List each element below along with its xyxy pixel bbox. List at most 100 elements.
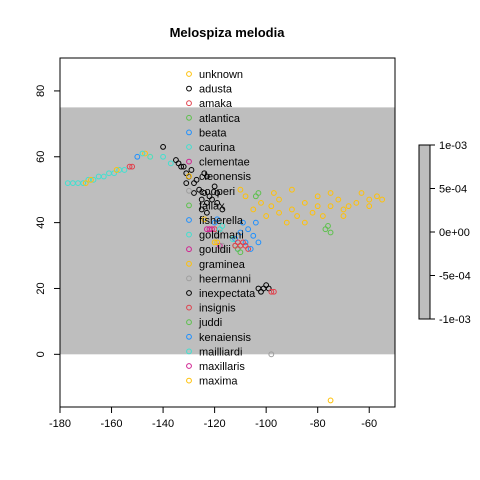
colorbar-tick-label: 5e-04 bbox=[439, 184, 467, 196]
data-point bbox=[250, 232, 257, 239]
data-point bbox=[209, 226, 215, 233]
data-point bbox=[289, 186, 295, 193]
colorbar-tick-label: -1e-03 bbox=[439, 314, 471, 326]
data-point bbox=[121, 167, 128, 173]
data-point bbox=[209, 196, 215, 203]
data-point bbox=[237, 186, 244, 193]
legend-marker bbox=[186, 231, 192, 238]
data-point bbox=[255, 190, 262, 196]
legend-marker bbox=[186, 114, 192, 121]
colorbar-ticks: 1e-03 5e-04 0e+00 -5e-04 -1e-03 bbox=[430, 140, 471, 326]
data-point bbox=[327, 203, 334, 210]
plot-area: unknown adusta amaka atlantica beata caurina c… bbox=[59, 57, 396, 408]
data-point bbox=[201, 216, 208, 223]
y-tick-label: 60 bbox=[35, 151, 47, 163]
colorbar-box bbox=[418, 144, 431, 320]
x-tick-label: -80 bbox=[310, 418, 326, 430]
y-axis: 0 20 40 60 80 bbox=[35, 85, 61, 357]
data-point bbox=[142, 150, 148, 157]
legend-label: cleonensis bbox=[199, 171, 251, 183]
data-point bbox=[263, 213, 270, 219]
data-point bbox=[206, 226, 213, 233]
y-tick-label: 80 bbox=[35, 85, 47, 97]
legend-label: atlantica bbox=[199, 113, 241, 125]
colorbar: 1e-03 5e-04 0e+00 -5e-04 -1e-03 bbox=[418, 140, 471, 326]
legend-label: fisherella bbox=[199, 215, 244, 227]
legend-label: goldmani bbox=[199, 230, 244, 242]
data-point bbox=[379, 196, 386, 203]
legend-label: caurina bbox=[199, 142, 236, 154]
legend-marker bbox=[186, 129, 192, 136]
data-point bbox=[319, 213, 326, 219]
colorbar-tick-label: -5e-04 bbox=[439, 271, 471, 283]
legend-marker bbox=[186, 333, 192, 340]
legend-marker bbox=[186, 217, 192, 223]
data-point bbox=[240, 219, 246, 226]
data-point bbox=[183, 180, 190, 187]
data-point bbox=[283, 219, 290, 226]
data-point bbox=[294, 213, 300, 219]
data-point bbox=[270, 288, 277, 295]
legend-marker bbox=[186, 246, 192, 253]
legend-label: gouldii bbox=[199, 244, 231, 256]
data-point bbox=[340, 213, 347, 219]
data-point bbox=[301, 199, 308, 206]
data-point bbox=[80, 180, 87, 187]
legend-marker bbox=[186, 85, 192, 92]
data-point bbox=[126, 163, 133, 170]
x-tick-label: -140 bbox=[152, 418, 174, 430]
legend-label: juddi bbox=[198, 317, 222, 329]
data-point bbox=[276, 196, 282, 203]
data-point bbox=[289, 206, 295, 213]
data-point bbox=[196, 186, 203, 193]
legend-label: mailliardi bbox=[199, 346, 242, 358]
data-point bbox=[255, 239, 262, 246]
data-point bbox=[229, 236, 236, 242]
legend-label: clementae bbox=[199, 157, 250, 169]
legend-marker bbox=[186, 173, 192, 180]
legend-marker bbox=[186, 377, 192, 384]
data-point bbox=[203, 199, 210, 206]
data-point bbox=[327, 397, 334, 404]
data-point bbox=[309, 209, 316, 216]
y-tick-label: 40 bbox=[35, 216, 47, 228]
data-point bbox=[276, 209, 282, 216]
data-point bbox=[191, 190, 197, 196]
legend-marker bbox=[186, 144, 192, 150]
data-point bbox=[268, 288, 275, 295]
data-point bbox=[340, 206, 347, 213]
data-point bbox=[198, 206, 205, 213]
data-point bbox=[188, 167, 195, 173]
legend-marker bbox=[186, 100, 192, 107]
data-point bbox=[358, 190, 365, 196]
data-point bbox=[180, 163, 187, 170]
data-point bbox=[193, 176, 200, 183]
x-tick-label: -180 bbox=[49, 418, 71, 430]
data-point bbox=[160, 153, 166, 160]
data-point bbox=[100, 173, 107, 180]
data-point bbox=[214, 190, 221, 196]
data-point bbox=[258, 288, 264, 295]
data-point bbox=[211, 183, 218, 190]
data-point bbox=[268, 203, 275, 210]
data-point bbox=[214, 199, 221, 206]
data-point bbox=[242, 239, 249, 246]
data-point bbox=[90, 176, 97, 183]
data-point bbox=[139, 150, 146, 157]
data-point bbox=[242, 193, 249, 200]
data-point bbox=[353, 199, 360, 206]
y-tick-label: 0 bbox=[35, 351, 47, 357]
x-tick-label: -60 bbox=[361, 418, 377, 430]
data-point bbox=[345, 203, 352, 210]
data-point bbox=[366, 196, 373, 203]
data-point bbox=[245, 226, 252, 233]
legend-marker bbox=[186, 158, 192, 165]
legend-label: kenaiensis bbox=[199, 332, 251, 344]
y-tick-label: 20 bbox=[35, 282, 47, 294]
x-tick-label: -100 bbox=[255, 418, 277, 430]
data-point bbox=[327, 229, 334, 236]
data-point bbox=[335, 196, 342, 203]
data-point bbox=[325, 223, 331, 229]
legend-marker bbox=[186, 187, 192, 194]
